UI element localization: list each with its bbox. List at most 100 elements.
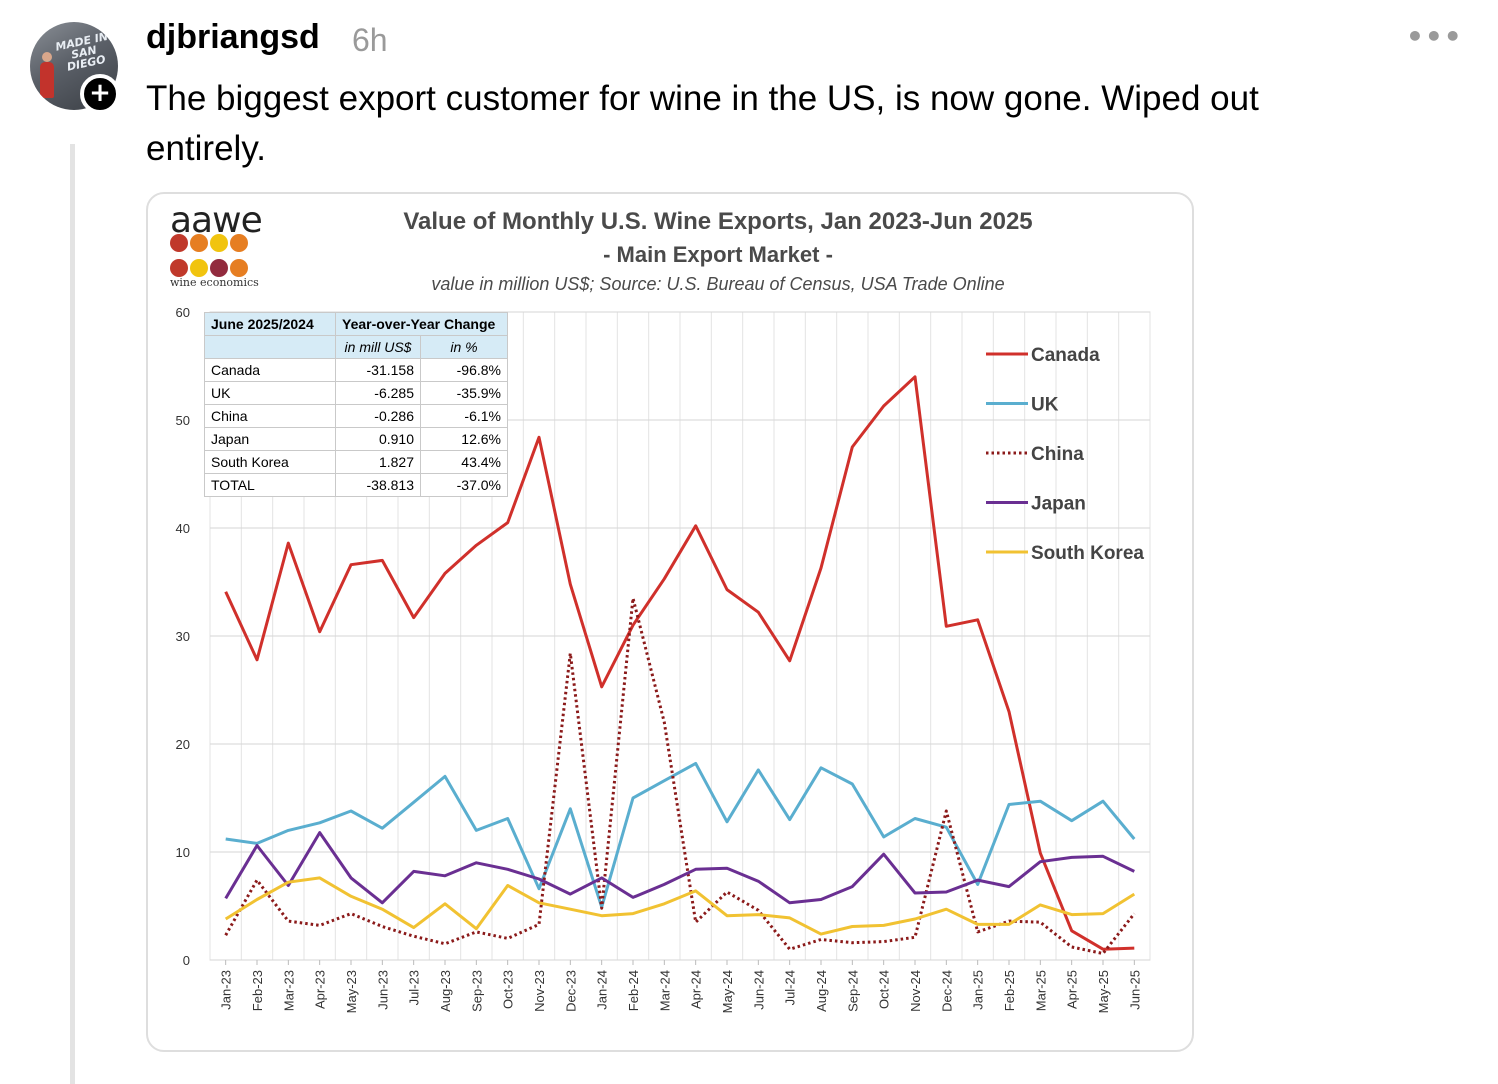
yoy-row: Canada -31.158 -96.8% [204, 358, 508, 382]
chart-subtitle: - Main Export Market - [603, 242, 833, 267]
x-tick-label: Jul-23 [407, 970, 422, 1005]
yoy-cell-usd: -38.813 [335, 473, 421, 497]
yoy-row: UK -6.285 -35.9% [204, 381, 508, 405]
series-line-canada [224, 375, 1135, 951]
yoy-cell-market: UK [204, 381, 336, 405]
x-tick-label: Nov-23 [532, 970, 547, 1012]
yoy-cell-usd: -6.285 [335, 381, 421, 405]
y-tick-label: 20 [176, 737, 190, 752]
x-tick-label: Jan-24 [595, 970, 610, 1010]
legend-label: UK [1031, 395, 1059, 416]
x-tick-label: Dec-24 [939, 970, 954, 1012]
x-tick-label: Jan-23 [219, 970, 234, 1010]
x-tick-label: Jun-23 [375, 970, 390, 1010]
x-tick-label: Mar-24 [657, 970, 672, 1011]
post-time: 6h [352, 22, 388, 58]
yoy-cell-usd: 0.910 [335, 427, 421, 451]
x-tick-label: Oct-23 [501, 970, 516, 1009]
series-line-japan [224, 831, 1135, 905]
x-tick-label: May-25 [1096, 970, 1111, 1013]
legend-label: China [1031, 444, 1084, 465]
x-tick-label: Nov-24 [908, 970, 923, 1012]
x-tick-label: Mar-25 [1033, 970, 1048, 1011]
post-text: The biggest export customer for wine in … [146, 79, 1259, 168]
x-tick-label: Feb-24 [626, 970, 641, 1011]
x-tick-label: Sep-23 [469, 970, 484, 1012]
x-tick-label: Jun-24 [751, 970, 766, 1010]
yoy-cell-market: TOTAL [204, 473, 336, 497]
avatar-figure-head [42, 52, 52, 62]
avatar-figure [40, 62, 54, 98]
y-tick-label: 40 [176, 521, 190, 536]
x-tick-label: Feb-23 [250, 970, 265, 1011]
chart-source: value in million US$; Source: U.S. Burea… [431, 274, 1005, 294]
yoy-row: South Korea 1.827 43.4% [204, 450, 508, 474]
yoy-subheader-pct: in % [420, 335, 508, 359]
y-tick-label: 60 [176, 305, 190, 320]
yoy-cell-pct: 12.6% [420, 427, 508, 451]
logo-dot [170, 234, 188, 252]
chart-title: Value of Monthly U.S. Wine Exports, Jan … [403, 208, 1033, 235]
chart-image-card[interactable]: aawe wine economics Value of Monthly U.S… [146, 192, 1194, 1052]
yoy-cell-market: Canada [204, 358, 336, 382]
x-tick-label: Aug-23 [438, 970, 453, 1012]
yoy-cell-market: Japan [204, 427, 336, 451]
yoy-cell-usd: -31.158 [335, 358, 421, 382]
aawe-logo-tagline: wine economics [170, 276, 259, 289]
yoy-cell-pct: -35.9% [420, 381, 508, 405]
yoy-table-subheader: in mill US$ in % [204, 335, 508, 359]
x-tick-label: Aug-24 [814, 970, 829, 1012]
legend-label: South Korea [1031, 543, 1144, 564]
yoy-row: TOTAL -38.813 -37.0% [204, 473, 508, 497]
avatar[interactable]: MADE IN SAN DIEGO [30, 22, 118, 110]
x-tick-label: Jun-25 [1127, 970, 1142, 1010]
logo-dot [230, 259, 248, 277]
x-tick-label: Jan-25 [971, 970, 986, 1010]
x-tick-label: Jul-24 [783, 970, 798, 1005]
y-tick-label: 0 [183, 953, 190, 968]
x-tick-label: May-24 [720, 970, 735, 1013]
x-tick-label: Apr-25 [1065, 970, 1080, 1009]
x-tick-label: Dec-23 [563, 970, 578, 1012]
thread-line [70, 144, 75, 1084]
yoy-cell-pct: 43.4% [420, 450, 508, 474]
x-tick-label: Feb-25 [1002, 970, 1017, 1011]
x-tick-label: Apr-24 [689, 970, 704, 1009]
yoy-row: China -0.286 -6.1% [204, 404, 508, 428]
username[interactable]: djbriangsd [146, 18, 320, 56]
yoy-cell-pct: -6.1% [420, 404, 508, 428]
series-line-uk [225, 761, 1136, 909]
logo-dot [170, 259, 188, 277]
more-horizontal-icon[interactable]: ••• [1406, 20, 1463, 53]
yoy-row: Japan 0.910 12.6% [204, 427, 508, 451]
logo-dot [210, 234, 228, 252]
legend-label: Japan [1031, 494, 1086, 515]
yoy-cell-market: China [204, 404, 336, 428]
avatar-sign-text: MADE IN SAN DIEGO [54, 29, 110, 74]
yoy-change-table: June 2025/2024 Year-over-Year Change in … [204, 312, 508, 497]
logo-dot [210, 259, 228, 277]
yoy-cell-pct: -37.0% [420, 473, 508, 497]
yoy-header-change: Year-over-Year Change [335, 312, 508, 336]
follow-plus-icon[interactable]: + [80, 74, 120, 114]
x-tick-label: Mar-23 [281, 970, 296, 1011]
x-tick-label: May-23 [344, 970, 359, 1013]
y-tick-label: 30 [176, 629, 190, 644]
yoy-cell-usd: -0.286 [335, 404, 421, 428]
aawe-logo-dots [170, 234, 260, 284]
series-line-china [224, 596, 1136, 955]
logo-dot [190, 234, 208, 252]
line-chart: 0 10 20 30 40 50 60 Jan-23 Feb-23 Mar-23 Apr-23 May… [176, 305, 1151, 1013]
logo-dot [190, 259, 208, 277]
legend-label: Canada [1031, 345, 1100, 366]
yoy-table-header: June 2025/2024 Year-over-Year Change [204, 312, 508, 336]
y-tick-label: 10 [176, 845, 190, 860]
yoy-cell-pct: -96.8% [420, 358, 508, 382]
yoy-subheader-usd: in mill US$ [335, 335, 421, 359]
yoy-cell-market: South Korea [204, 450, 336, 474]
logo-dot [230, 234, 248, 252]
yoy-cell-usd: 1.827 [335, 450, 421, 474]
yoy-subheader-blank [204, 335, 336, 359]
y-tick-label: 50 [176, 413, 190, 428]
x-tick-label: Apr-23 [313, 970, 328, 1009]
